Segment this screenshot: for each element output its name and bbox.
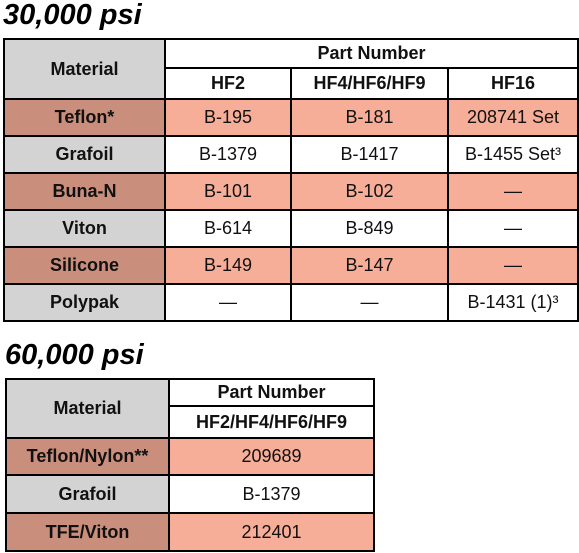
- section-title: 30,000 psi: [3, 0, 142, 31]
- cell: B-102: [290, 172, 449, 211]
- row: Buna-N B-101 B-102 —: [3, 172, 579, 211]
- header-cell: HF16: [446, 67, 579, 100]
- row: Grafoil B-1379: [5, 474, 375, 514]
- row: Teflon/Nylon** 209689: [5, 437, 375, 476]
- cell: B-1379: [168, 474, 375, 514]
- material-cell: Teflon/Nylon**: [5, 437, 170, 476]
- cell: B-149: [164, 246, 292, 285]
- cell: —: [446, 172, 579, 211]
- cell: —: [446, 246, 579, 285]
- section-title: 60,000 psi: [5, 339, 144, 371]
- row: TFE/Viton 212401: [5, 512, 375, 552]
- header-cell: HF2: [164, 67, 292, 100]
- header-cell: HF4/HF6/HF9: [290, 67, 449, 100]
- row: Teflon* B-195 B-181 208741 Set: [3, 98, 579, 137]
- row: Silicone B-149 B-147 —: [3, 246, 579, 285]
- header-row: HF2/HF4/HF6/HF9: [6, 405, 375, 439]
- header-cell: Material: [3, 38, 166, 100]
- cell: B-1379: [164, 135, 292, 174]
- cell: B-1417: [290, 135, 449, 174]
- header-cell: Part Number: [168, 378, 375, 407]
- material-cell: Buna-N: [3, 172, 166, 211]
- header-cell: Part Number: [163, 38, 579, 69]
- cell: B-1455 Set³: [446, 135, 579, 174]
- cell: —: [164, 283, 292, 322]
- material-cell: Grafoil: [5, 474, 170, 514]
- cell: —: [446, 209, 579, 248]
- cell: B-101: [164, 172, 292, 211]
- cell: —: [290, 283, 449, 322]
- cell: 209689: [168, 437, 375, 476]
- cell: 208741 Set: [446, 98, 579, 137]
- cell: B-147: [290, 246, 449, 285]
- material-cell: TFE/Viton: [5, 512, 170, 552]
- row: Polypak — — B-1431 (1)³: [3, 283, 579, 322]
- cell: B-614: [164, 209, 292, 248]
- material-cell: Silicone: [3, 246, 166, 285]
- cell: B-1431 (1)³: [446, 283, 579, 322]
- part-table: Material Part Number HF2 HF4/HF6/HF9 HF1…: [3, 38, 579, 322]
- header-row: Material Part Number: [3, 38, 579, 100]
- cell: B-849: [290, 209, 449, 248]
- header-row: Material Part Number: [5, 378, 375, 439]
- header-cell: Material: [5, 378, 170, 439]
- header-cell: HF2/HF4/HF6/HF9: [168, 405, 375, 439]
- cell: 212401: [168, 512, 375, 552]
- part-table: Material Part Number HF2/HF4/HF6/HF9 Tef…: [5, 378, 375, 552]
- row: Grafoil B-1379 B-1417 B-1455 Set³: [3, 135, 579, 174]
- material-cell: Viton: [3, 209, 166, 248]
- material-cell: Grafoil: [3, 135, 166, 174]
- row: Viton B-614 B-849 —: [3, 209, 579, 248]
- cell: B-195: [164, 98, 292, 137]
- material-cell: Teflon*: [3, 98, 166, 137]
- header-row: HF2 HF4/HF6/HF9 HF16: [4, 67, 579, 100]
- cell: B-181: [290, 98, 449, 137]
- material-cell: Polypak: [3, 283, 166, 322]
